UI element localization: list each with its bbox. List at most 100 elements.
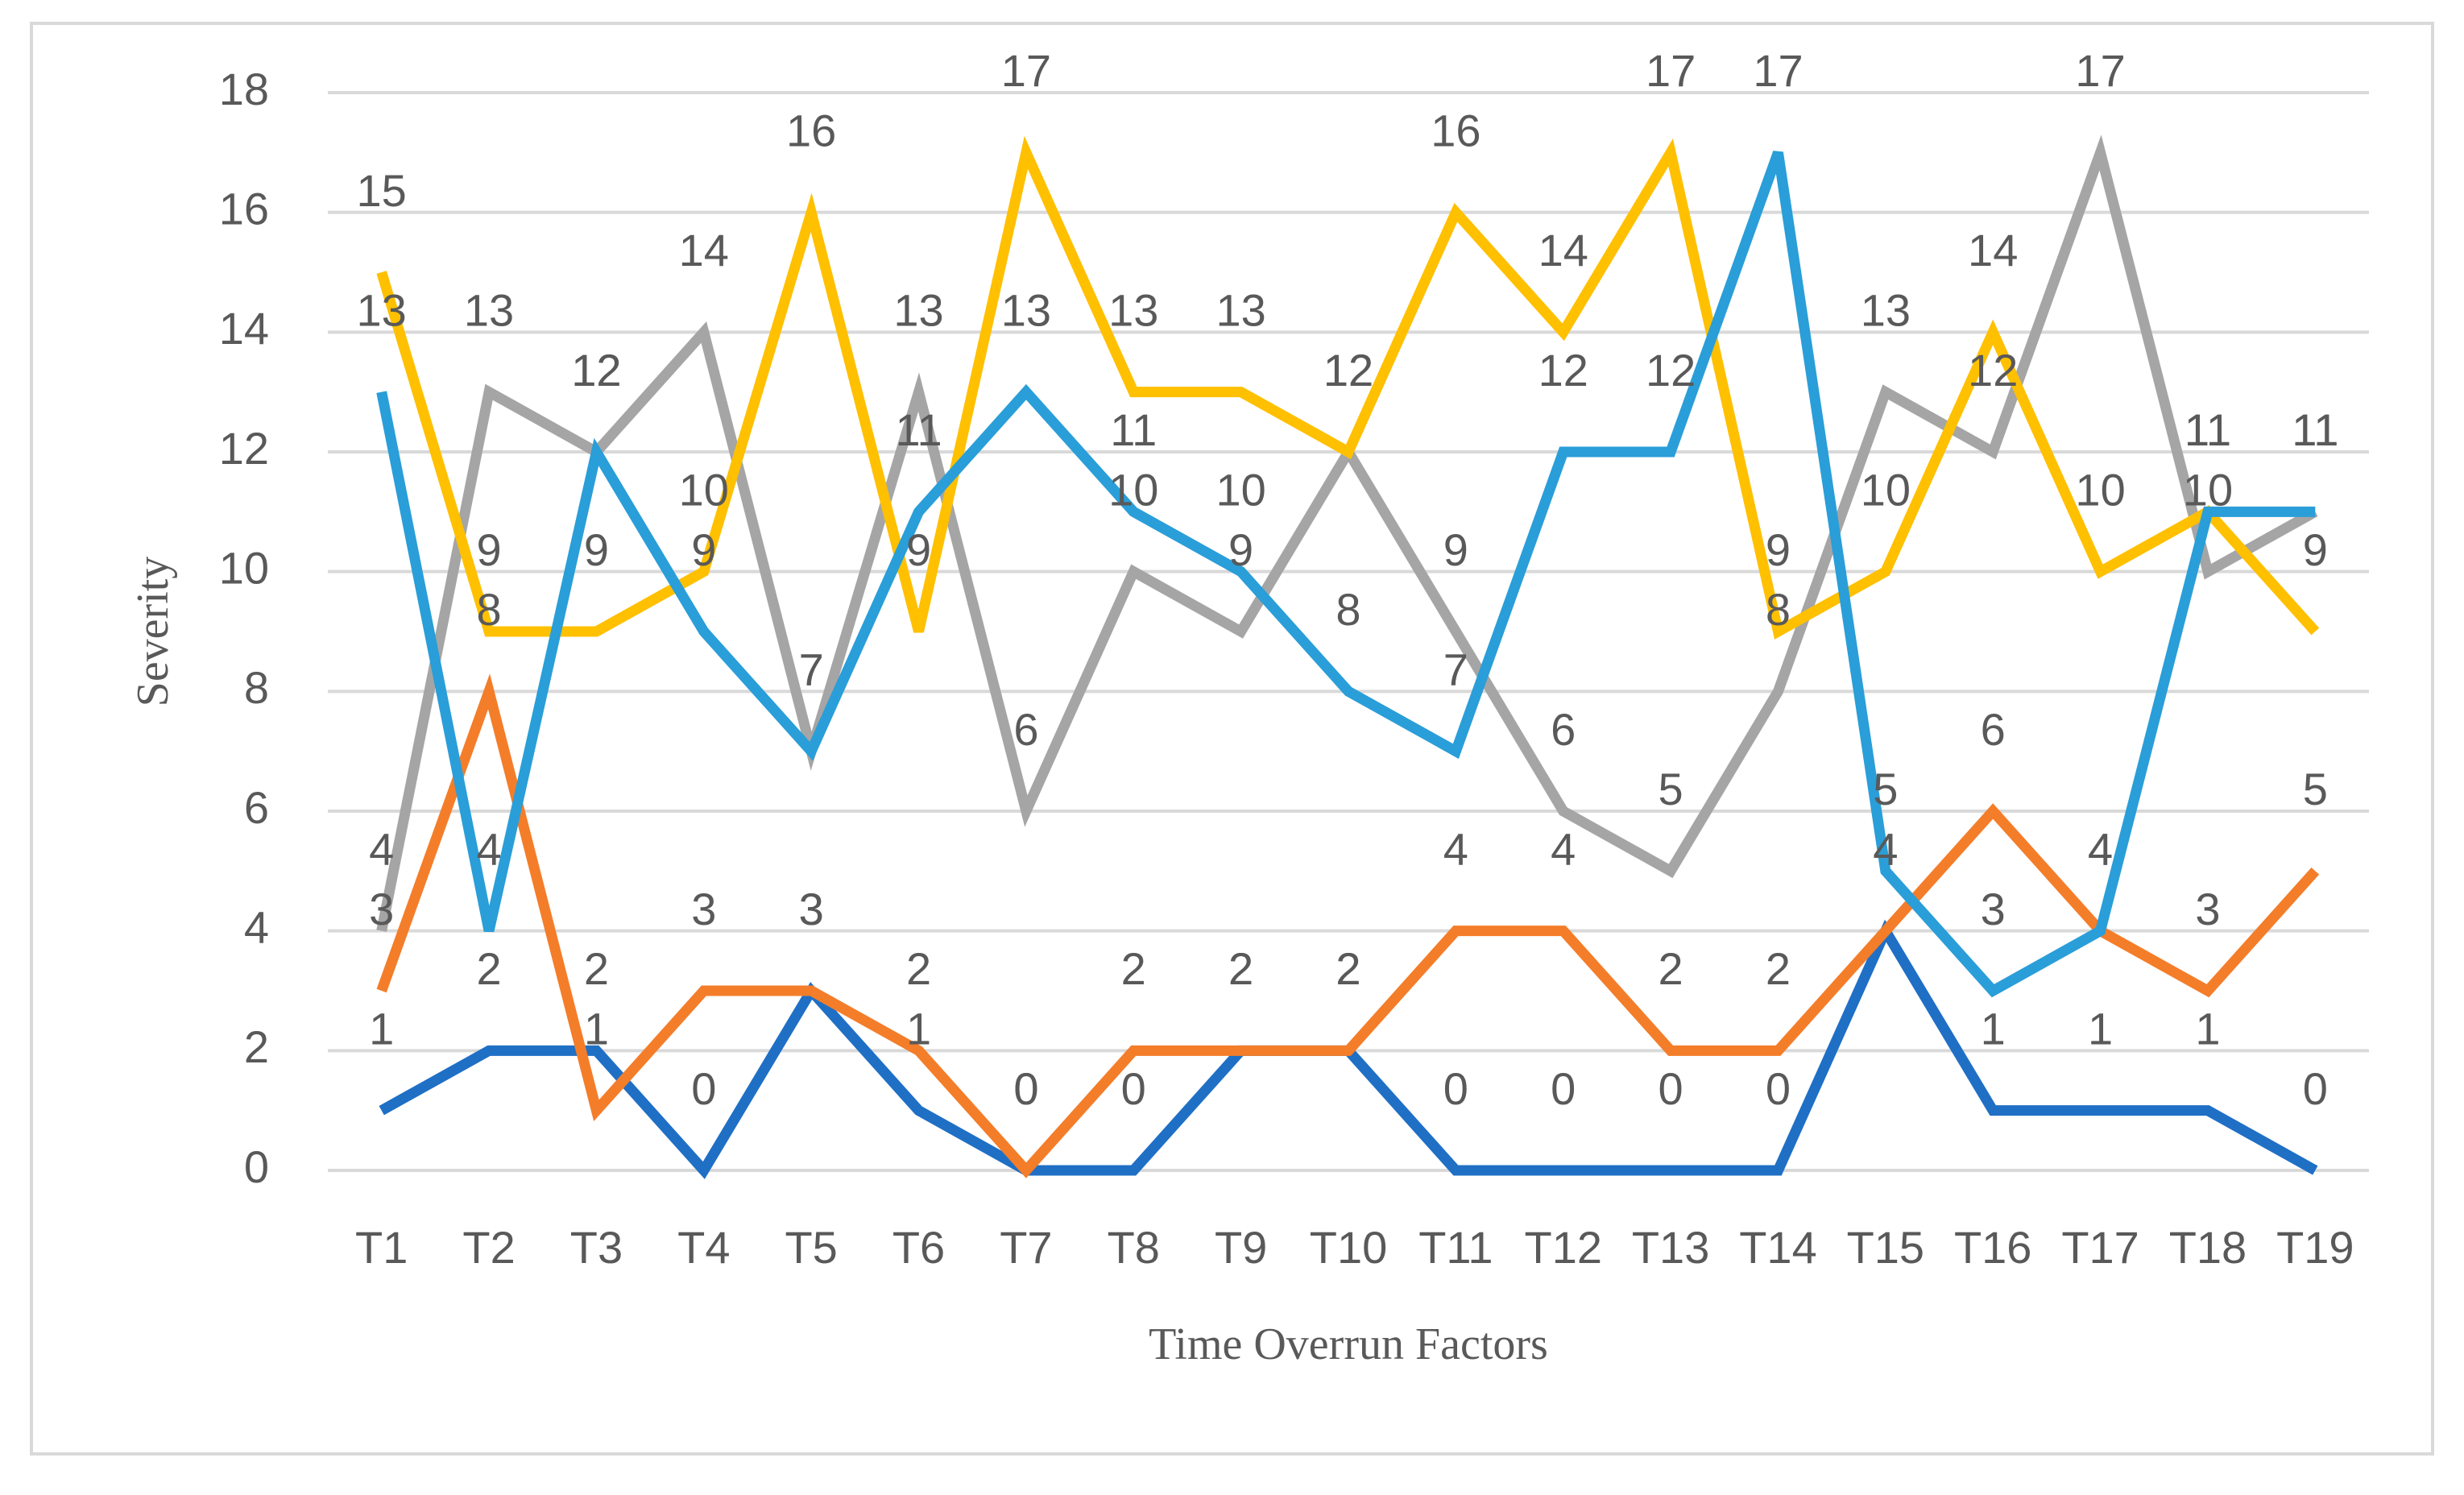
y-tick-label: 10	[219, 542, 269, 593]
data-label: 0	[1766, 1063, 1791, 1114]
data-label: 9	[476, 524, 501, 575]
y-tick-label: 4	[244, 901, 269, 952]
data-label: 13	[464, 284, 514, 335]
chart-frame	[30, 22, 2434, 1456]
data-label: 2	[1766, 943, 1791, 994]
data-label: 2	[476, 943, 501, 994]
data-label: 2	[1659, 943, 1683, 994]
data-label: 12	[571, 345, 621, 395]
data-label: 13	[1108, 284, 1158, 335]
data-label: 10	[1861, 464, 1911, 515]
data-label: 2	[1228, 943, 1253, 994]
data-label: 6	[1551, 704, 1576, 755]
data-label: 0	[1551, 1063, 1576, 1114]
data-label: 12	[1646, 345, 1696, 395]
data-label: 13	[1861, 284, 1911, 335]
data-label: 1	[2195, 1003, 2220, 1054]
data-label: 9	[906, 524, 931, 575]
data-label: 4	[1873, 823, 1898, 874]
data-label: 9	[2303, 524, 2328, 575]
x-tick-label: T18	[2169, 1222, 2247, 1273]
data-label: 7	[1443, 644, 1468, 694]
data-label: 9	[1766, 524, 1791, 575]
x-tick-label: T3	[570, 1222, 623, 1273]
data-label: 13	[893, 284, 943, 335]
data-label: 17	[1001, 45, 1051, 96]
x-tick-label: T12	[1524, 1222, 1602, 1273]
data-label: 7	[799, 644, 824, 694]
data-label: 11	[2292, 404, 2338, 455]
data-label: 3	[799, 884, 824, 934]
data-label: 2	[906, 943, 931, 994]
x-tick-label: T14	[1739, 1222, 1817, 1273]
data-label: 5	[2303, 764, 2328, 814]
data-label: 13	[357, 284, 407, 335]
data-label: 4	[1443, 823, 1468, 874]
data-label: 12	[1968, 345, 2018, 395]
x-tick-label: T8	[1108, 1222, 1160, 1273]
x-tick-label: T6	[892, 1222, 945, 1273]
data-label: 9	[584, 524, 609, 575]
data-label: 4	[1873, 823, 1898, 874]
data-label: 17	[1753, 45, 1803, 96]
data-label: 2	[1121, 943, 1146, 994]
x-tick-label: T11	[1418, 1222, 1493, 1273]
x-tick-label: T5	[785, 1222, 837, 1273]
data-label: 11	[2292, 404, 2338, 455]
data-label: 1	[584, 1003, 609, 1054]
x-axis-title: Time Overrun Factors	[1149, 1319, 1548, 1369]
data-label: 2	[584, 943, 609, 994]
x-tick-label: T16	[1954, 1222, 2032, 1273]
data-label: 8	[476, 584, 501, 635]
data-label: 3	[691, 884, 716, 934]
data-label: 12	[1538, 345, 1588, 395]
x-tick-label: T13	[1632, 1222, 1710, 1273]
data-label: 0	[2303, 1063, 2328, 1114]
x-tick-label: T1	[355, 1222, 408, 1273]
x-tick-label: T7	[1000, 1222, 1052, 1273]
data-label: 11	[1110, 404, 1157, 455]
y-tick-label: 16	[219, 183, 269, 234]
data-label: 11	[2184, 404, 2231, 455]
data-label: 9	[1228, 524, 1253, 575]
data-label: 2	[1336, 943, 1360, 994]
data-label: 15	[357, 165, 407, 216]
data-label: 3	[1981, 884, 2006, 934]
data-label: 3	[799, 884, 824, 934]
data-label: 10	[1108, 464, 1158, 515]
y-tick-label: 12	[219, 423, 269, 474]
data-label: 4	[2088, 823, 2113, 874]
x-tick-label: T10	[1310, 1222, 1388, 1273]
y-tick-label: 8	[244, 662, 269, 713]
y-tick-label: 0	[244, 1141, 269, 1192]
x-tick-label: T2	[462, 1222, 515, 1273]
data-label: 10	[1215, 464, 1265, 515]
series-line	[376, 135, 2320, 640]
data-label: 10	[2075, 464, 2125, 515]
data-label: 0	[1121, 1063, 1146, 1114]
series-line	[376, 151, 2316, 998]
data-label: 1	[906, 1003, 931, 1054]
x-tick-label: T4	[677, 1222, 730, 1273]
data-label: 14	[679, 225, 729, 275]
data-label: 5	[1659, 764, 1683, 814]
data-label: 0	[1443, 1063, 1468, 1114]
data-label: 0	[691, 1063, 716, 1114]
data-label: 3	[369, 884, 394, 934]
data-label: 4	[476, 823, 501, 874]
x-tick-label: T15	[1847, 1222, 1925, 1273]
data-label: 14	[1538, 225, 1588, 275]
data-label: 16	[1431, 105, 1480, 155]
data-label: 6	[1981, 704, 2006, 755]
data-label: 8	[1766, 584, 1791, 635]
data-label: 12	[1323, 345, 1373, 395]
data-label: 0	[1013, 1063, 1038, 1114]
data-label: 4	[2088, 823, 2113, 874]
data-label: 1	[2088, 1003, 2113, 1054]
data-label: 16	[786, 105, 836, 155]
data-label: 13	[1215, 284, 1265, 335]
data-label: 9	[691, 524, 716, 575]
data-label: 8	[1336, 584, 1360, 635]
data-label: 10	[2183, 464, 2233, 515]
